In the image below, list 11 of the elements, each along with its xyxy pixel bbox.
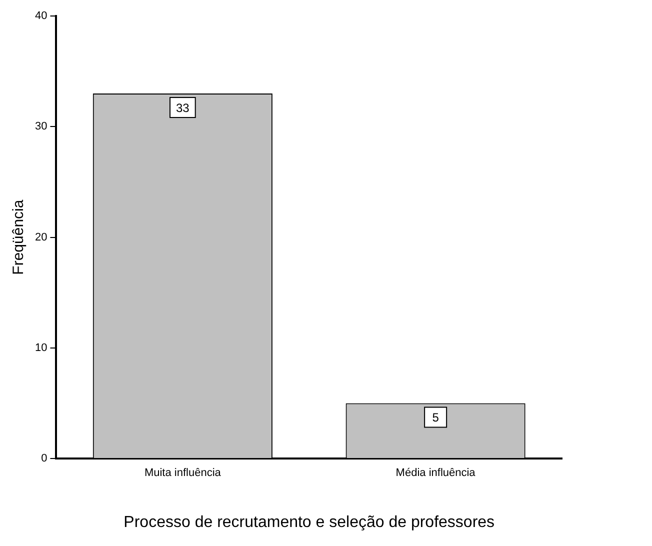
x-tick-label: Muita influência [144, 467, 222, 480]
data-label: 33 [176, 100, 190, 115]
y-tick-label: 0 [41, 452, 48, 465]
y-tick-label: 30 [34, 120, 48, 133]
y-tick-label: 20 [34, 231, 48, 244]
data-label: 5 [432, 410, 440, 425]
y-axis-title: Freqüência [10, 199, 28, 275]
y-tick-label: 10 [34, 342, 48, 354]
x-tick-label: Média influência [396, 467, 476, 480]
x-axis-title: Processo de recrutamento e seleção de professores [124, 514, 495, 531]
y-tick-label: 40 [34, 10, 48, 22]
